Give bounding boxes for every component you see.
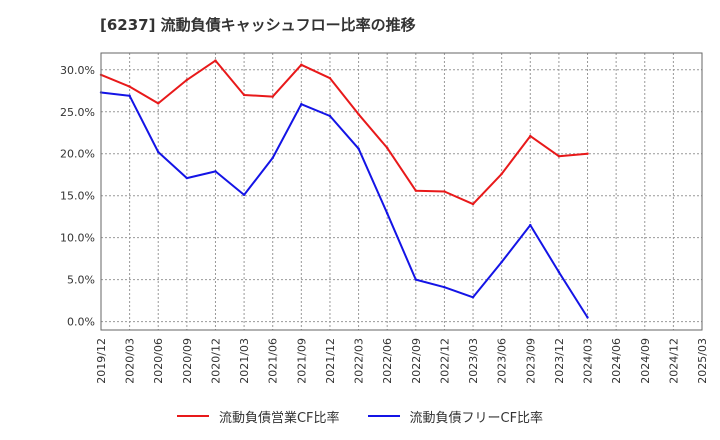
- series-2-point: [385, 212, 389, 215]
- x-tick-label: 2024/06: [610, 338, 623, 384]
- x-tick-label: 2022/09: [410, 338, 423, 384]
- x-tick-label: 2022/03: [353, 338, 366, 384]
- y-tick-label: 20.0%: [60, 148, 95, 161]
- x-tick-label: 2023/09: [524, 338, 537, 384]
- grid-lines: [101, 53, 702, 330]
- series-2-point: [157, 150, 160, 154]
- series-line-1: [100, 59, 588, 206]
- series-1-point: [500, 172, 503, 176]
- y-tick-label: 30.0%: [60, 64, 95, 77]
- x-tick-label: 2023/12: [553, 338, 566, 384]
- x-tick-label: 2024/03: [582, 338, 595, 384]
- series-2-point: [557, 270, 561, 274]
- series-1-point: [529, 134, 532, 138]
- series-2-point: [357, 147, 360, 150]
- x-tick-label: 2020/12: [209, 338, 222, 384]
- plot-frame: [100, 52, 703, 331]
- x-tick-label: 2022/12: [438, 338, 451, 384]
- x-tick-label: 2021/03: [238, 338, 251, 384]
- series-1-point: [586, 152, 589, 155]
- series-2-point: [414, 278, 418, 281]
- series-1-point: [385, 146, 389, 150]
- data-series: [99, 59, 589, 319]
- legend-label-free-cf: 流動負債フリーCF比率: [409, 410, 544, 426]
- x-tick-label: 2024/12: [667, 338, 680, 384]
- x-tick-label: 2020/06: [152, 338, 165, 384]
- x-tick-label: 2020/03: [124, 338, 137, 384]
- x-tick-label: 2025/03: [696, 338, 709, 384]
- series-2-point: [471, 296, 475, 299]
- series-1-point: [557, 155, 561, 158]
- series-1-point: [443, 190, 446, 193]
- legend-swatch-free-cf: [367, 415, 400, 417]
- series-1-point: [128, 85, 131, 88]
- y-axis-ticks: 0.0% 5.0% 10.0% 15.0% 20.0% 25.0% 30.0%: [60, 64, 95, 329]
- legend-item-free-cf: 流動負債フリーCF比率: [367, 407, 544, 426]
- y-tick-label: 0.0%: [67, 316, 95, 329]
- series-1-point: [157, 102, 160, 105]
- series-1-point: [471, 202, 475, 206]
- series-1-point: [242, 93, 246, 97]
- chart-title: [6237] 流動負債キャッシュフロー比率の推移: [100, 16, 416, 34]
- series-1-point: [185, 78, 189, 82]
- legend-swatch-operating-cf: [176, 415, 209, 417]
- series-2-point: [128, 94, 131, 98]
- x-tick-label: 2021/12: [324, 338, 337, 384]
- series-2-point: [529, 223, 532, 227]
- x-tick-label: 2024/09: [639, 338, 652, 384]
- x-tick-label: 2020/09: [181, 338, 194, 384]
- series-1-point: [300, 63, 303, 66]
- legend: 流動負債営業CF比率 流動負債フリーCF比率: [0, 404, 720, 428]
- series-line-2: [100, 91, 589, 318]
- series-2-point: [300, 103, 303, 106]
- x-tick-label: 2023/06: [496, 338, 509, 384]
- x-tick-label: 2021/09: [295, 338, 308, 384]
- y-tick-label: 25.0%: [60, 106, 95, 119]
- legend-item-operating-cf: 流動負債営業CF比率: [176, 407, 340, 426]
- series-1-point: [357, 113, 360, 116]
- y-tick-label: 10.0%: [60, 232, 95, 245]
- series-2-point: [214, 170, 217, 173]
- x-tick-label: 2021/06: [267, 338, 280, 384]
- series-1-point: [214, 59, 217, 62]
- legend-label-operating-cf: 流動負債営業CF比率: [218, 410, 340, 426]
- series-1-point: [328, 76, 332, 80]
- series-2-point: [185, 176, 189, 180]
- series-2-point: [328, 114, 332, 118]
- x-axis-ticks: 2019/12 2020/03 2020/06 2020/09 2020/12 2021/…: [95, 338, 709, 384]
- series-2-point: [242, 193, 246, 197]
- series-2-point: [271, 156, 274, 160]
- series-2-point: [500, 260, 503, 264]
- y-tick-label: 5.0%: [67, 274, 95, 287]
- x-tick-label: 2022/06: [381, 338, 394, 384]
- series-1-point: [271, 95, 274, 98]
- x-tick-label: 2019/12: [95, 338, 108, 384]
- x-tick-label: 2023/03: [467, 338, 480, 384]
- series-1-point: [414, 189, 418, 192]
- y-tick-label: 15.0%: [60, 190, 95, 203]
- series-2-point: [443, 285, 446, 289]
- series-2-point: [586, 316, 589, 319]
